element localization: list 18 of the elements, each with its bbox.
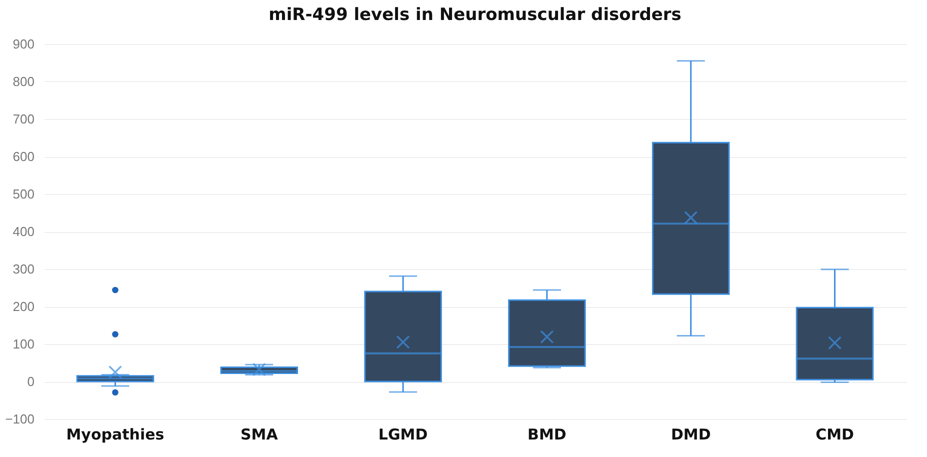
x-tick-label: Myopathies bbox=[66, 426, 164, 444]
chart-title: miR-499 levels in Neuromuscular disorders bbox=[268, 5, 682, 25]
x-tick-label: CMD bbox=[816, 426, 854, 444]
y-tick-label: 500 bbox=[12, 186, 34, 202]
x-tick-label: LGMD bbox=[378, 426, 428, 444]
y-tick-label: 100 bbox=[12, 336, 34, 352]
y-tick-label: 800 bbox=[12, 74, 34, 89]
y-tick-label: 900 bbox=[12, 36, 34, 52]
y-tick-label: 0 bbox=[27, 374, 34, 389]
x-tick-label: DMD bbox=[670, 426, 711, 444]
y-tick-label: −100 bbox=[5, 412, 34, 426]
x-tick-label: SMA bbox=[240, 426, 278, 444]
y-tick-label: 700 bbox=[12, 112, 34, 126]
x-tick-label: BMD bbox=[528, 426, 566, 444]
y-tick-label: 300 bbox=[12, 262, 34, 276]
y-tick-label: 400 bbox=[12, 224, 34, 239]
y-tick-label: 600 bbox=[12, 149, 34, 164]
y-tick-label: 200 bbox=[12, 299, 34, 314]
